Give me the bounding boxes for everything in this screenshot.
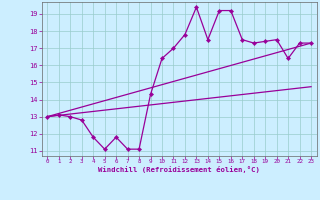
X-axis label: Windchill (Refroidissement éolien,°C): Windchill (Refroidissement éolien,°C) [98, 166, 260, 173]
